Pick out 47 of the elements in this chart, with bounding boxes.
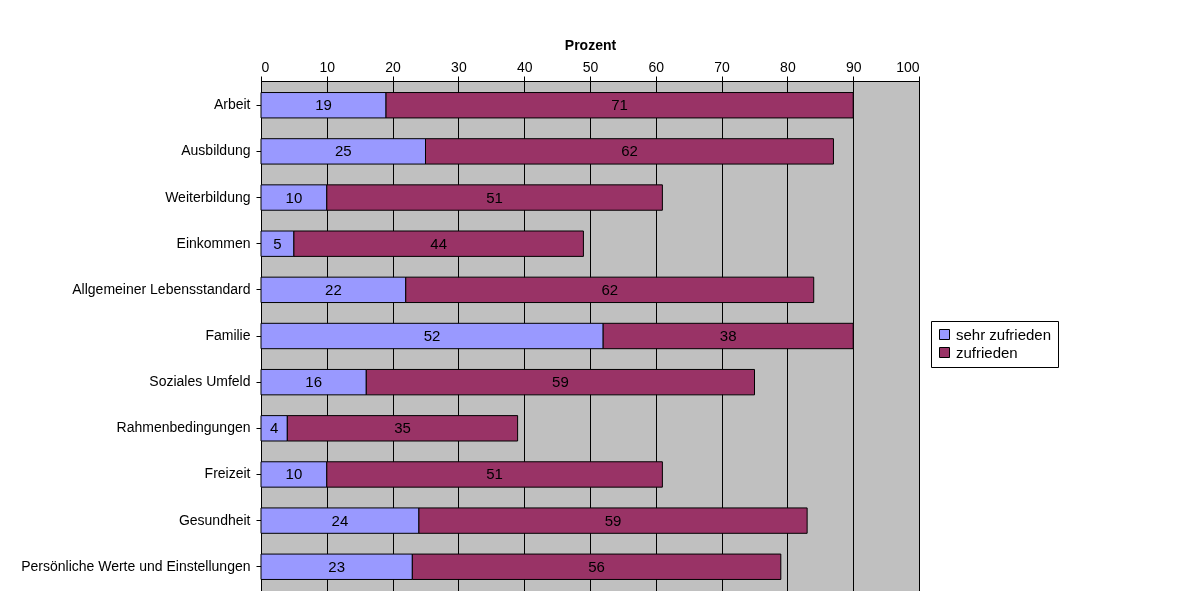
data-label: 56 — [588, 557, 605, 575]
data-label: 22 — [325, 280, 342, 298]
data-label: 5 — [273, 234, 282, 252]
data-label: 10 — [285, 188, 303, 206]
x-tick-label: 50 — [582, 58, 599, 75]
x-tick-label: 0 — [261, 58, 270, 75]
legend-label: sehr zufrieden — [956, 325, 1052, 343]
x-axis-title: Prozent — [564, 36, 617, 53]
x-tick-label: 80 — [780, 58, 796, 75]
y-tick-label: Ausbildung — [181, 142, 251, 159]
data-label: 59 — [552, 373, 569, 391]
x-tick-label: 90 — [845, 58, 862, 75]
data-label: 19 — [315, 96, 332, 114]
data-label: 44 — [430, 234, 447, 252]
y-tick-label: Gesundheit — [178, 511, 251, 528]
x-tick-label: 100 — [896, 58, 920, 75]
data-label: 16 — [305, 373, 322, 391]
data-label: 51 — [486, 188, 503, 206]
data-label: 24 — [331, 511, 349, 529]
data-label: 71 — [611, 96, 628, 114]
x-tick-label: 10 — [319, 58, 336, 75]
data-label: 38 — [719, 327, 737, 344]
y-tick-label: Rahmenbedingungen — [116, 419, 251, 436]
data-label: 23 — [328, 557, 346, 575]
y-tick-label: Soziales Umfeld — [149, 373, 251, 390]
y-tick-label: Arbeit — [213, 96, 251, 113]
x-tick-label: 60 — [648, 58, 665, 75]
data-label: 35 — [394, 419, 411, 437]
data-label: 10 — [285, 465, 303, 483]
x-tick-label: 20 — [385, 58, 402, 75]
legend-label: zufrieden — [956, 343, 1018, 361]
y-tick-label: Einkommen — [176, 234, 251, 251]
data-label: 59 — [604, 511, 622, 529]
y-tick-label: Freizeit — [204, 465, 251, 482]
data-label: 62 — [601, 280, 619, 298]
y-tick-label: Weiterbildung — [165, 188, 251, 205]
y-tick-label: Familie — [205, 327, 251, 343]
data-label: 4 — [269, 419, 279, 437]
y-tick-label: Persönliche Werte und Einstellungen — [21, 557, 251, 574]
data-label: 52 — [423, 327, 441, 344]
data-label: 25 — [334, 142, 352, 160]
x-tick-label: 30 — [451, 58, 467, 75]
x-tick-label: 40 — [516, 58, 533, 75]
data-label: 51 — [486, 465, 503, 483]
x-tick-label: 70 — [714, 58, 731, 75]
data-label: 62 — [621, 142, 638, 160]
y-tick-label: Allgemeiner Lebensstandard — [72, 280, 251, 297]
